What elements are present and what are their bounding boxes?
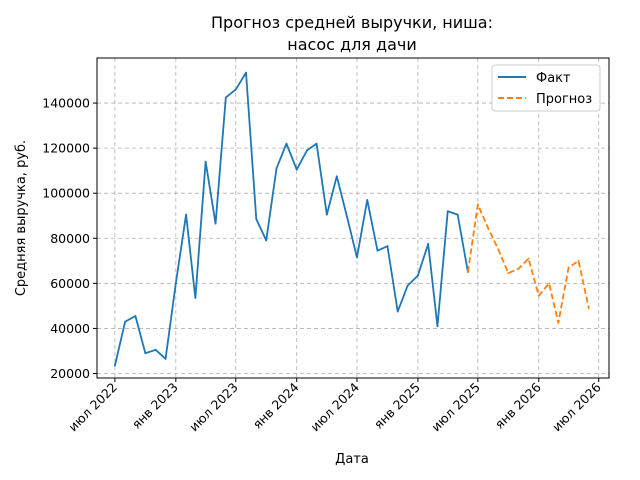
legend-label-forecast: Прогноз <box>536 92 592 107</box>
x-axis-label: Дата <box>335 452 369 467</box>
data-point-fact <box>124 320 127 323</box>
data-point-forecast <box>507 272 510 275</box>
data-point-fact <box>335 175 338 178</box>
data-point-fact <box>417 274 419 277</box>
chart-title-line-2: насос для дачи <box>287 35 416 54</box>
y-tick-label: 140000 <box>42 96 90 111</box>
data-point-fact <box>174 282 177 285</box>
series-layer <box>113 71 590 367</box>
data-point-forecast <box>467 271 469 273</box>
data-point-forecast <box>517 267 520 270</box>
y-tick-label: 80000 <box>50 231 90 246</box>
data-point-fact <box>204 160 207 163</box>
data-point-fact <box>396 310 399 313</box>
data-point-forecast <box>487 227 490 230</box>
data-point-fact <box>194 297 197 299</box>
data-point-forecast <box>557 321 560 324</box>
legend-label-fact: Факт <box>536 71 571 86</box>
chart-title-line-1: Прогноз средней выручки, ниша: <box>211 13 493 32</box>
data-point-fact <box>376 249 379 252</box>
data-point-fact <box>154 348 157 351</box>
data-point-fact <box>366 199 369 201</box>
data-point-fact <box>436 325 439 328</box>
series-line-fact <box>114 71 469 366</box>
data-point-fact <box>113 364 116 367</box>
data-point-fact <box>456 213 459 216</box>
data-point-fact <box>164 357 167 360</box>
data-point-fact <box>224 96 227 99</box>
y-tick-label: 40000 <box>50 321 90 336</box>
data-point-forecast <box>577 259 580 262</box>
data-point-fact <box>306 149 308 152</box>
data-point-forecast <box>537 294 540 297</box>
y-tick-label: 20000 <box>50 366 90 381</box>
data-point-fact <box>144 352 147 355</box>
y-tick-label: 100000 <box>42 186 90 201</box>
data-point-fact <box>245 71 247 74</box>
legend: Факт Прогноз <box>491 64 601 112</box>
data-point-fact <box>275 167 278 170</box>
data-point-fact <box>315 142 318 145</box>
data-point-fact <box>356 256 358 259</box>
data-point-fact <box>325 213 328 216</box>
y-tick-label: 120000 <box>42 141 90 156</box>
y-axis: 20000 40000 60000 80000 100000 120000 140000 <box>42 96 97 381</box>
data-point-forecast <box>567 266 570 269</box>
data-point-fact <box>295 168 298 171</box>
data-point-forecast <box>587 307 590 310</box>
data-point-forecast <box>527 257 530 260</box>
data-point-fact <box>346 215 348 218</box>
data-point-forecast <box>476 203 479 206</box>
data-point-forecast <box>548 282 550 285</box>
data-point-forecast <box>497 248 500 251</box>
y-axis-label: Средняя выручка, руб. <box>14 140 29 296</box>
data-point-fact <box>285 142 288 145</box>
data-point-fact <box>427 243 430 245</box>
data-point-fact <box>446 210 449 213</box>
data-point-fact <box>406 284 409 287</box>
data-point-fact <box>214 222 217 225</box>
data-point-fact <box>386 245 389 248</box>
data-point-fact <box>234 88 237 91</box>
data-point-fact <box>134 315 137 317</box>
data-point-fact <box>265 239 268 242</box>
data-point-fact <box>185 213 187 216</box>
y-tick-label: 60000 <box>50 276 90 291</box>
data-point-fact <box>255 218 258 221</box>
plot-frame <box>96 57 610 379</box>
